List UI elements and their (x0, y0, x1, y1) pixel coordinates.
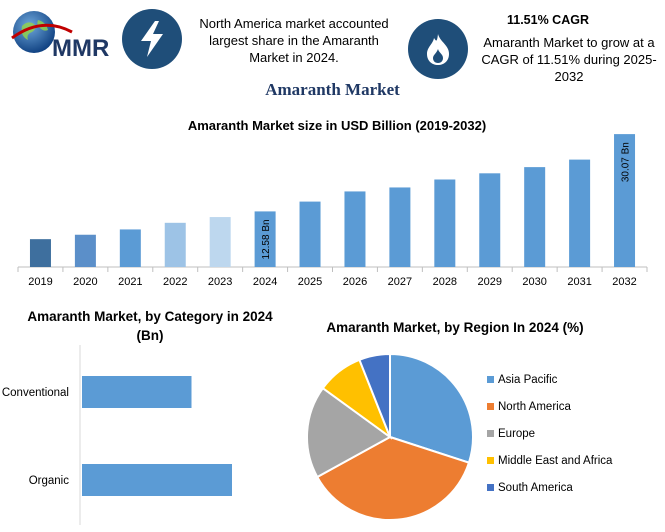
x-tick-label-2025: 2025 (298, 276, 322, 288)
bar-value-label-2024: 12.58 Bn (261, 219, 272, 259)
bar-2024 (254, 211, 276, 267)
bar-2023 (209, 217, 231, 267)
globe-icon (13, 11, 55, 53)
bar-2029 (479, 173, 501, 267)
bar-2032 (614, 134, 636, 267)
category-bar-chart: Conventional Organic (2, 345, 232, 525)
lightning-badge (122, 9, 182, 69)
bar-value-label-2032: 30.07 Bn (621, 142, 632, 182)
bar-2019 (29, 239, 51, 267)
x-tick-label-2026: 2026 (343, 276, 367, 288)
x-tick-label-2031: 2031 (567, 276, 591, 288)
bar-2031 (569, 159, 591, 267)
flame-badge (408, 19, 468, 79)
x-tick-label-2027: 2027 (388, 276, 412, 288)
category-chart-title: Amaranth Market, by Category in 2024 (Bn… (27, 309, 273, 343)
region-chart-title: Amaranth Market, by Region In 2024 (%) (326, 320, 584, 335)
x-tick-label-2029: 2029 (478, 276, 502, 288)
bar-2025 (299, 201, 321, 267)
bar-2030 (524, 167, 546, 267)
bar-2028 (434, 179, 456, 267)
legend-label-middle-east-and-africa: Middle East and Africa (498, 455, 613, 467)
x-tick-label-2028: 2028 (433, 276, 457, 288)
x-tick-label-2030: 2030 (522, 276, 546, 288)
page-title: Amaranth Market (265, 80, 400, 99)
bar-organic (82, 464, 232, 496)
market-size-bar-chart: 2019 2020 2021 2022 2023 2024 12.58 Bn 2025 2026… (17, 134, 648, 288)
legend-swatch (487, 430, 494, 437)
legend-label-north-america: North America (498, 401, 571, 413)
x-tick-label-2020: 2020 (73, 276, 97, 288)
x-tick-label-2021: 2021 (118, 276, 142, 288)
x-tick-label-2024: 2024 (253, 276, 277, 288)
region-pie-chart: Asia Pacific North America Europe Middle Ea… (306, 352, 613, 521)
bar-chart-title: Amaranth Market size in USD Billion (201… (187, 118, 487, 133)
legend-swatch (487, 403, 494, 410)
legend-swatch (487, 457, 494, 464)
bar-2021 (119, 229, 141, 267)
legend-label-south-america: South America (498, 482, 573, 494)
flame-icon (427, 34, 449, 65)
pie-slice-asia-pacific (389, 352, 474, 464)
bar-2026 (344, 191, 366, 267)
legend-swatch (487, 484, 494, 491)
x-tick-label-2032: 2032 (612, 276, 636, 288)
x-tick-label-2022: 2022 (163, 276, 187, 288)
category-label-conventional: Conventional (2, 387, 69, 399)
bar-2027 (389, 187, 411, 267)
north-america-info: North America market accounted largest s… (199, 16, 389, 65)
bar-conventional (82, 376, 192, 408)
cagr-title: 11.51% CAGR (507, 13, 589, 27)
lightning-bolt-icon (141, 21, 163, 57)
bar-2020 (74, 234, 96, 267)
legend-swatch (487, 376, 494, 383)
legend-label-europe: Europe (498, 428, 535, 440)
cagr-info: Amaranth Market to grow at a CAGR of 11.… (481, 35, 657, 84)
bar-2022 (164, 222, 186, 267)
pie-slice-europe (306, 386, 392, 479)
mmr-logo: MMR (8, 8, 120, 68)
x-tick-label-2023: 2023 (208, 276, 232, 288)
pie-slice-north-america (315, 435, 471, 521)
x-tick-label-2019: 2019 (28, 276, 52, 288)
category-label-organic: Organic (29, 475, 70, 487)
logo-text: MMR (52, 35, 109, 62)
legend-label-asia-pacific: Asia Pacific (498, 374, 558, 386)
pie-slice-south-america (358, 352, 391, 438)
